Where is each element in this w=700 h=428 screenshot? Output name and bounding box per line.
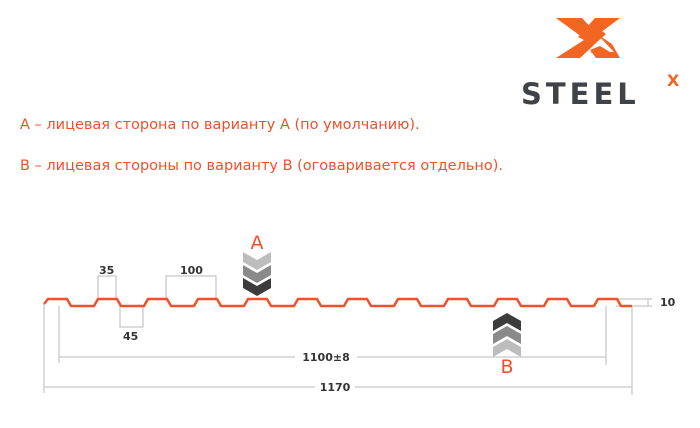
description-face-a: A – лицевая сторона по варианту А (по ум… [20,117,420,133]
arrow-down-face-a-icon [243,252,271,296]
face-a-label: A [251,232,264,254]
sheet-profile [43,297,632,308]
dim-bottom-width: 45 [123,330,138,343]
dim-full-width: 1170 [320,381,351,394]
dim-top-width: 35 [99,264,114,277]
logo-superscript: X [667,71,680,90]
logo-x-icon [556,18,620,58]
arrow-up-face-b-icon [493,313,521,357]
description-face-b: B – лицевая стороны по варианту B (огова… [20,158,504,174]
dim-height: 10 [660,296,676,309]
steelx-logo: STEEL X [521,18,680,111]
logo-text: STEEL [521,77,640,111]
dim-useful-width: 1100±8 [302,351,350,364]
dim-pitch: 100 [180,264,203,277]
face-b-label: B [500,356,513,378]
